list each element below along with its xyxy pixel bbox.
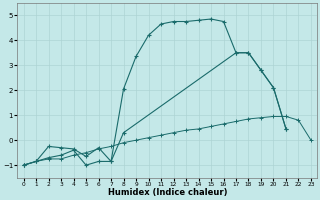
X-axis label: Humidex (Indice chaleur): Humidex (Indice chaleur) [108, 188, 227, 197]
